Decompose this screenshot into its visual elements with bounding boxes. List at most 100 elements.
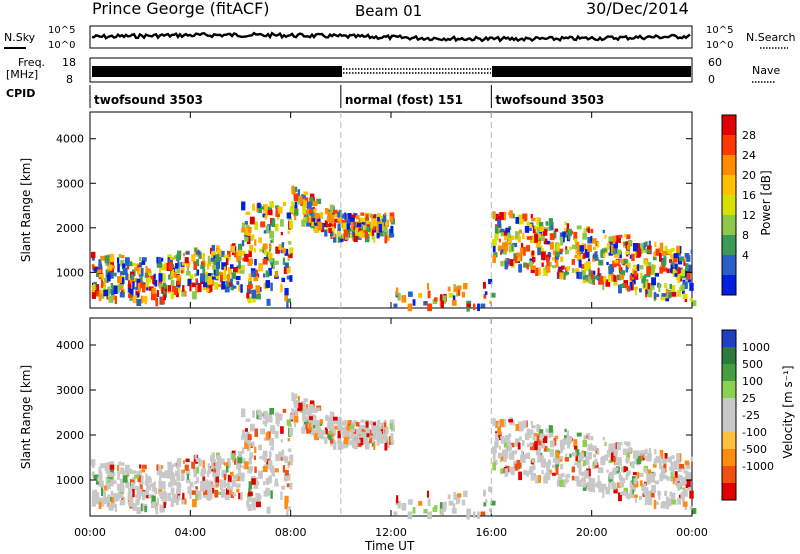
velocity-cell <box>346 425 351 435</box>
power-cell <box>562 231 566 238</box>
power-cell <box>253 248 257 253</box>
velocity-cell <box>268 475 272 484</box>
power-cell <box>202 285 207 291</box>
power-cell <box>350 221 354 231</box>
power-cell <box>349 233 353 239</box>
power-cell <box>512 242 518 248</box>
velocity-cell <box>255 477 258 484</box>
power-cell <box>246 235 251 245</box>
power-cell <box>386 234 390 241</box>
power-cell <box>215 267 219 277</box>
power-cell <box>119 285 124 291</box>
velocity-cell <box>354 432 359 436</box>
velocity-cell <box>234 458 237 465</box>
power-cell <box>337 215 342 222</box>
velocity-cell <box>582 484 587 491</box>
velocity-cell <box>202 482 208 489</box>
power-cell <box>176 253 181 260</box>
velocity-cell <box>310 424 314 430</box>
power-cell <box>314 208 317 213</box>
power-cell <box>353 233 358 243</box>
power-cell <box>684 253 690 258</box>
velocity-cell <box>172 493 177 500</box>
velocity-cell <box>535 448 541 456</box>
power-cell <box>305 197 309 204</box>
velocity-cell <box>644 467 648 474</box>
power-cell <box>532 256 536 263</box>
velocity-cell <box>314 431 319 441</box>
velocity-cell <box>237 455 243 464</box>
power-cell <box>502 211 507 221</box>
velocity-cell <box>329 438 334 444</box>
velocity-cell <box>633 478 637 485</box>
power-cell <box>608 274 611 282</box>
power-cell <box>326 215 330 222</box>
velocity-cell <box>608 459 613 464</box>
velocity-cell <box>686 479 691 487</box>
velocity-cell <box>384 422 387 428</box>
power-cell <box>514 256 518 264</box>
velocity-cell <box>377 419 381 425</box>
power-cell <box>636 243 641 249</box>
velocity-cell <box>206 496 210 501</box>
power-cell <box>181 290 186 297</box>
power-cell <box>663 256 667 265</box>
velocity-cell <box>564 428 567 433</box>
power-cell <box>369 213 372 218</box>
power-cell <box>157 261 162 268</box>
power-cell <box>257 202 261 209</box>
power-cell <box>682 293 688 299</box>
power-cell <box>286 275 292 280</box>
colorbar-swatch <box>722 398 736 416</box>
power-cell <box>247 258 253 266</box>
velocity-cell <box>579 452 584 459</box>
power-cell <box>342 213 346 219</box>
velocity-cell <box>255 501 261 508</box>
power-cell <box>181 264 185 273</box>
velocity-cell <box>136 501 140 506</box>
velocity-cell <box>260 413 265 417</box>
velocity-cell <box>659 472 663 477</box>
power-cell <box>187 278 192 287</box>
velocity-cell <box>624 466 628 471</box>
power-cell <box>639 265 644 270</box>
velocity-cell <box>528 468 534 475</box>
velocity-cell <box>214 483 220 487</box>
power-cell <box>534 225 539 230</box>
power-cell <box>137 282 141 292</box>
power-cell <box>494 233 499 241</box>
power-cell <box>494 225 499 234</box>
power-cell <box>622 270 626 276</box>
power-cell <box>274 223 279 232</box>
freq-label-2: [MHz] <box>6 68 38 81</box>
power-cell <box>673 254 678 263</box>
velocity-cell <box>176 460 181 468</box>
velocity-cell <box>511 451 514 459</box>
velocity-cell <box>531 425 536 429</box>
colorbar-tick-label: 1000 <box>742 341 770 354</box>
power-cell <box>648 240 651 246</box>
power-cell <box>120 254 125 259</box>
power-cell <box>186 266 189 273</box>
velocity-cell <box>270 465 274 470</box>
power-cell <box>654 241 657 248</box>
velocity-cell <box>593 483 599 487</box>
velocity-cell <box>158 488 163 495</box>
power-cell <box>669 283 673 289</box>
velocity-cell <box>342 420 346 426</box>
velocity-cell <box>129 468 133 474</box>
velocity-cell <box>284 470 289 476</box>
velocity-cell <box>355 434 358 444</box>
velocity-cell <box>647 497 653 506</box>
velocity-cell <box>158 476 162 485</box>
power-cell <box>191 282 196 288</box>
power-cell <box>110 283 114 289</box>
power-cell <box>524 226 530 233</box>
velocity-cell <box>571 451 577 457</box>
velocity-cell <box>297 402 302 412</box>
velocity-cell <box>221 488 226 497</box>
velocity-cell <box>137 490 141 500</box>
power-cell <box>113 272 116 277</box>
power-cell <box>148 286 154 291</box>
velocity-cell <box>244 433 249 443</box>
